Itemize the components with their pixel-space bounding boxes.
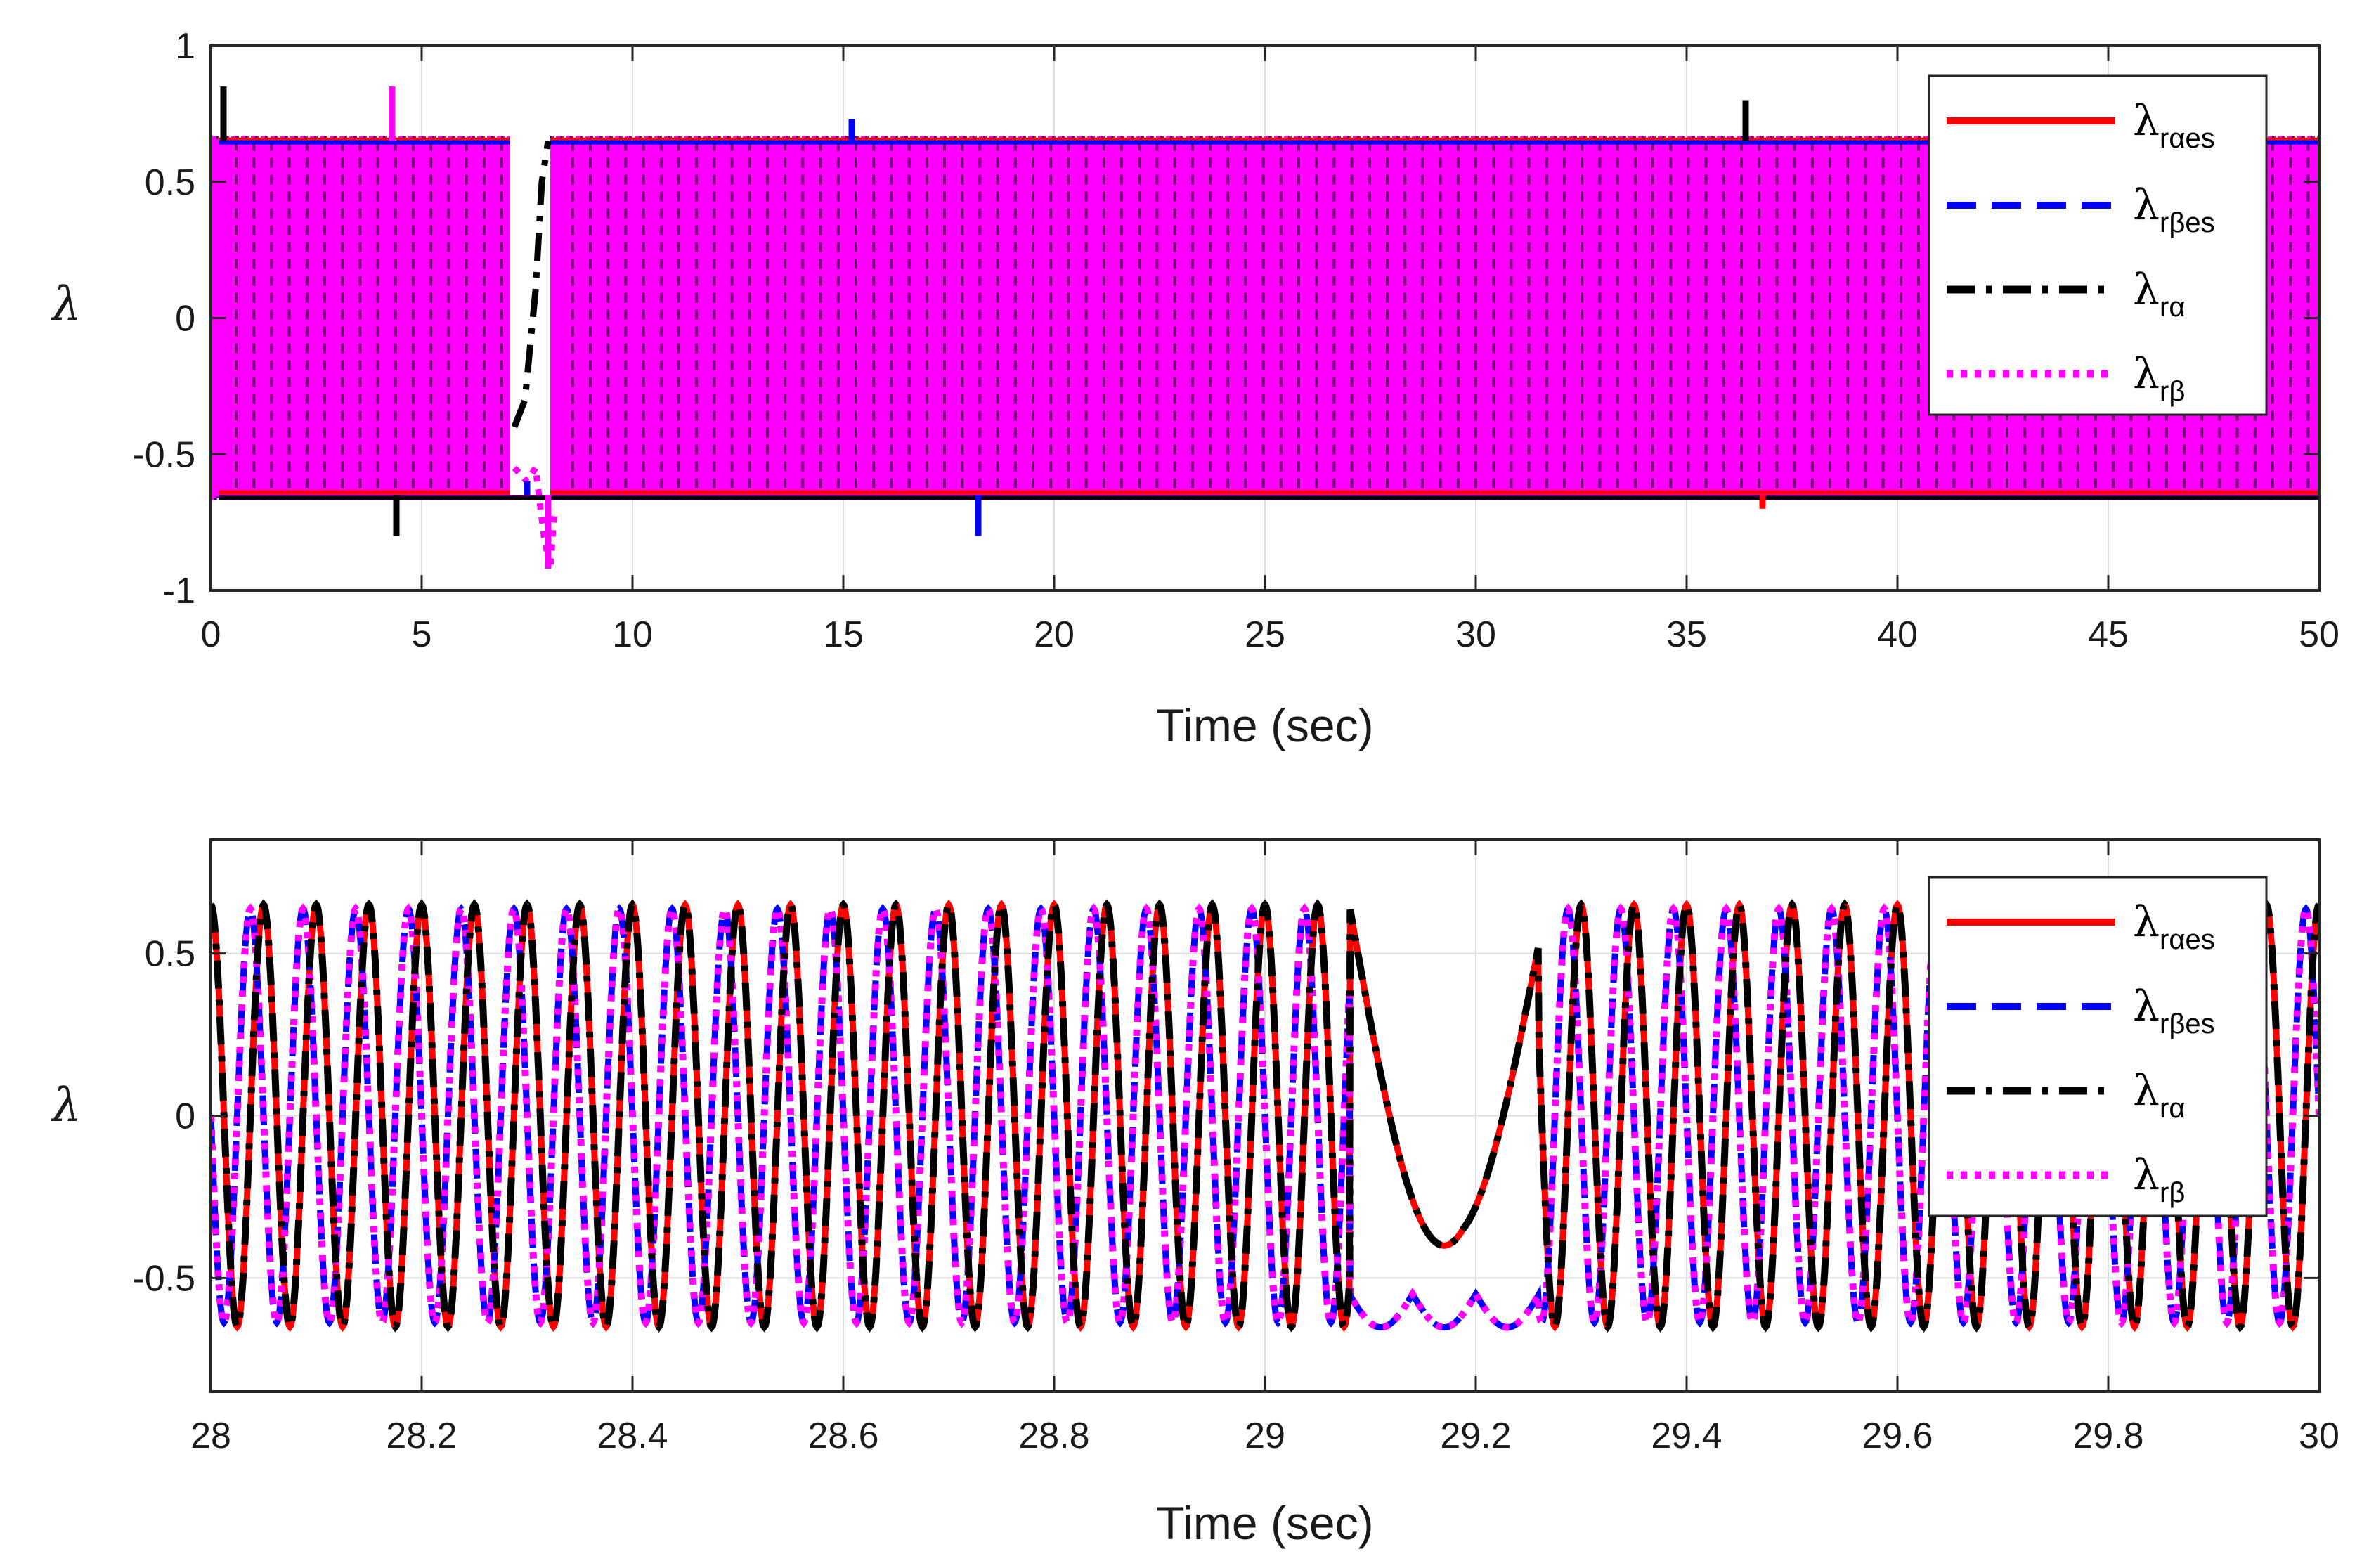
- series-group-bottom: [211, 899, 2319, 1333]
- transient-alpha: [511, 140, 552, 429]
- y-axis-label-top: λ: [50, 277, 82, 331]
- legend-label-3: λrα: [2133, 265, 2185, 323]
- legend-top: λrαes λrβes λrα λrβ: [1928, 74, 2268, 416]
- x-tick-label: 28.4: [597, 1415, 668, 1456]
- x-tick-label: 29.8: [2072, 1415, 2143, 1456]
- x-axis-label-top: Time (sec): [1156, 699, 1373, 751]
- x-tick-label: 5: [412, 614, 432, 655]
- legend-bottom: λrαes λrβes λrα λrβ: [1928, 876, 2268, 1217]
- x-tick-label: 30: [2299, 1415, 2339, 1456]
- legend-box-top: [1928, 74, 2268, 416]
- x-tick-label: 25: [1245, 614, 1285, 655]
- legend-label-2: λrβes: [2133, 982, 2215, 1039]
- x-tick-label: 35: [1666, 614, 1707, 655]
- y-ticks-top: -1 -0.5 0 0.5 1: [132, 26, 2319, 611]
- x-tick-label: 28.8: [1018, 1415, 1089, 1456]
- y-tick-label: -0.5: [132, 1258, 195, 1299]
- x-tick-label: 40: [1877, 614, 1918, 655]
- legend-label-2: λrβes: [2133, 181, 2215, 238]
- x-tick-label: 29.6: [1862, 1415, 1933, 1456]
- series-line-bottom-3: [211, 899, 2319, 1333]
- y-tick-label: -0.5: [132, 434, 195, 475]
- legend-label-4: λrβ: [2133, 1151, 2185, 1208]
- x-tick-label: 0: [201, 614, 221, 655]
- series-line-bottom-2: [211, 904, 2319, 1331]
- y-tick-label: -1: [163, 571, 195, 611]
- legend-label-1: λrαes: [2133, 96, 2215, 154]
- x-tick-label: 29.4: [1651, 1415, 1722, 1456]
- y-tick-label: 0: [175, 1096, 195, 1137]
- chart-top: 0 5 10 15 20 25 30 35 40 45 50 -1 -0.5 0 0.5 1 Time (s…: [50, 26, 2339, 751]
- x-axis-label-bottom: Time (sec): [1156, 1497, 1373, 1549]
- legend-label-3: λrα: [2133, 1066, 2185, 1124]
- legend-box-bottom: [1928, 876, 2268, 1217]
- y-tick-label: 0.5: [145, 934, 195, 975]
- chart-bottom: 28 28.2 28.4 28.6 28.8 29 29.2 29.4 29.6 29.8 30 -…: [50, 838, 2339, 1549]
- x-tick-label: 30: [1455, 614, 1496, 655]
- y-tick-label: 0: [175, 299, 195, 339]
- legend-label-1: λrαes: [2133, 898, 2215, 955]
- legend-label-4: λrβ: [2133, 349, 2185, 407]
- y-tick-label: 1: [175, 26, 195, 67]
- x-tick-label: 50: [2299, 614, 2339, 655]
- y-tick-label: 0.5: [145, 162, 195, 203]
- x-tick-label: 10: [612, 614, 653, 655]
- x-tick-label: 15: [823, 614, 864, 655]
- x-ticks-top: 0 5 10 15 20 25 30 35 40 45 50: [201, 46, 2339, 655]
- x-ticks-bottom: 28 28.2 28.4 28.6 28.8 29 29.2 29.4 29.6 29.8 30: [190, 840, 2339, 1456]
- x-tick-label: 45: [2088, 614, 2129, 655]
- x-tick-label: 28.6: [807, 1415, 878, 1456]
- x-tick-label: 29: [1245, 1415, 1285, 1456]
- y-axis-label-bottom: λ: [50, 1078, 82, 1132]
- x-tick-label: 20: [1034, 614, 1075, 655]
- x-tick-label: 28.2: [386, 1415, 457, 1456]
- y-ticks-bottom: -0.5 0 0.5: [132, 934, 2319, 1299]
- x-tick-label: 29.2: [1440, 1415, 1511, 1456]
- x-tick-label: 28: [190, 1415, 231, 1456]
